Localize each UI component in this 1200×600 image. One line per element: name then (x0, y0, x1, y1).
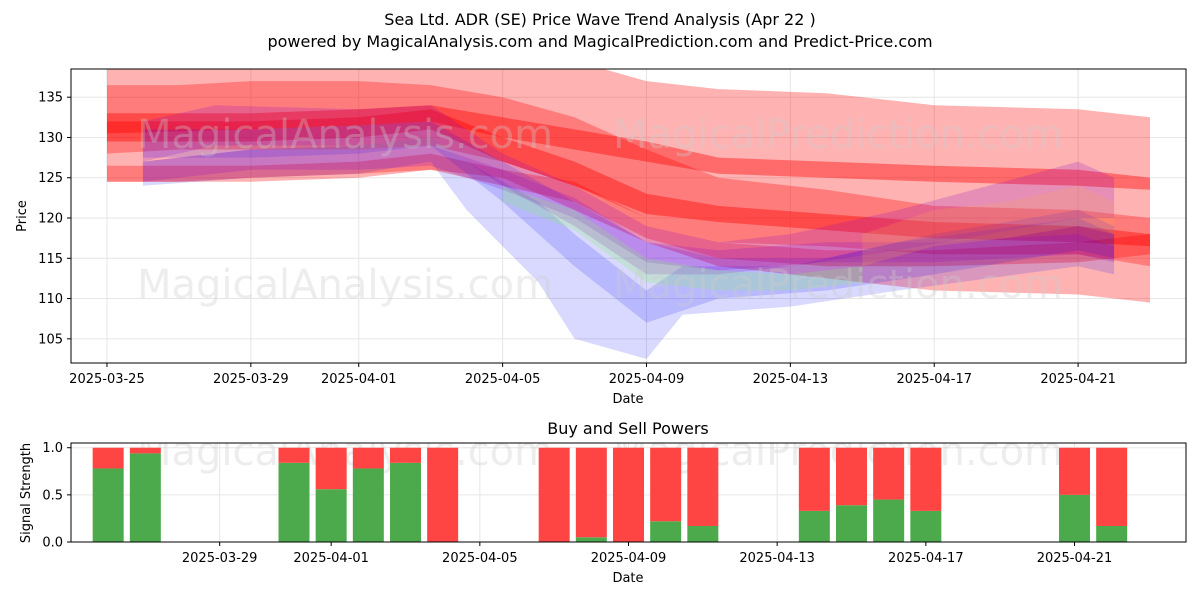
buy-bar (798, 510, 830, 542)
sell-bar (1096, 447, 1128, 526)
watermark-text: MagicalPrediction.com (613, 112, 1063, 158)
price-axes-frame (70, 68, 1187, 364)
price-y-tick-label: 120 (38, 212, 63, 227)
buy-bar (92, 468, 124, 542)
sell-bar (873, 447, 905, 500)
sell-bar (650, 447, 682, 522)
price-y-ticks: 105 110 115 120 125 130 135 (38, 91, 71, 347)
signal-y-tick-label: 0.5 (42, 488, 63, 503)
sell-bar (129, 447, 161, 454)
price-watermarks: MagicalAnalysis.com MagicalPrediction.com… (137, 112, 1063, 308)
buy-bar (910, 510, 942, 542)
price-x-tick-label: 2025-04-21 (1040, 372, 1116, 387)
sell-bar (92, 447, 124, 469)
trend-band-4 (107, 153, 1150, 267)
sell-bar (613, 447, 644, 542)
sell-bar (910, 447, 942, 511)
price-x-tick-label: 2025-04-17 (896, 372, 972, 387)
price-y-tick-label: 105 (38, 332, 63, 347)
signal-title: Buy and Sell Powers (547, 419, 709, 438)
price-x-label: Date (612, 392, 643, 407)
sell-bar (798, 447, 830, 511)
price-panel: MagicalAnalysis.com MagicalPrediction.com… (15, 68, 1187, 407)
price-x-tick-label: 2025-04-13 (753, 372, 829, 387)
sell-bar (575, 447, 607, 538)
buy-bar (687, 525, 719, 542)
trend-band-7 (142, 105, 1115, 275)
sell-bar (315, 447, 347, 490)
buy-bar (873, 499, 905, 542)
signal-y-label: Signal Strength (19, 443, 34, 543)
trend-band-5 (142, 137, 1115, 359)
sell-bar (278, 447, 310, 463)
buy-bar (650, 521, 682, 542)
watermark-text: MagicalPrediction.com (613, 262, 1063, 308)
buy-bar (352, 468, 384, 542)
price-x-tick-label: 2025-03-25 (69, 372, 145, 387)
chart-subtitle: powered by MagicalAnalysis.com and Magic… (267, 32, 932, 51)
signal-y-tick-label: 0.0 (42, 536, 63, 551)
chart-title: Sea Ltd. ADR (SE) Price Wave Trend Analy… (384, 10, 815, 29)
signal-y-tick-label: 1.0 (42, 441, 63, 456)
price-y-label: Price (15, 200, 30, 232)
buy-bar (315, 489, 347, 542)
buy-bar (575, 537, 607, 542)
trend-band-8 (142, 145, 1115, 271)
price-x-tick-label: 2025-03-29 (213, 372, 289, 387)
signal-x-tick-label: 2025-03-29 (182, 551, 258, 566)
signal-bars (92, 447, 1128, 542)
price-y-tick-label: 110 (38, 292, 63, 307)
signal-x-ticks: 2025-03-29 2025-04-01 2025-04-05 2025-04-09… (182, 542, 1112, 566)
price-x-tick-label: 2025-04-09 (609, 372, 685, 387)
price-x-ticks: 2025-03-25 2025-03-29 2025-04-01 2025-04-05… (69, 363, 1116, 387)
sell-bar (687, 447, 719, 526)
sell-bar (538, 447, 570, 542)
signal-x-tick-label: 2025-04-01 (293, 551, 369, 566)
trend-band-6 (142, 121, 1115, 323)
price-x-tick-label: 2025-04-01 (321, 372, 397, 387)
price-y-tick-label: 115 (38, 252, 63, 267)
signal-x-tick-label: 2025-04-09 (591, 551, 667, 566)
trend-band-3 (107, 109, 1150, 247)
signal-x-label: Date (612, 571, 643, 586)
buy-bar (836, 505, 867, 542)
sell-bar (352, 447, 384, 469)
sell-bar (427, 447, 459, 542)
price-grid (71, 69, 1186, 363)
trend-band-0 (107, 69, 1150, 303)
sell-bar (1059, 447, 1090, 495)
trend-band-9 (502, 185, 863, 291)
watermark-text: MagicalAnalysis.com (137, 262, 553, 308)
price-x-tick-label: 2025-04-05 (465, 372, 541, 387)
price-y-tick-label: 125 (38, 171, 63, 186)
signal-x-tick-label: 2025-04-17 (888, 551, 964, 566)
price-y-tick-label: 130 (38, 131, 63, 146)
buy-bar (129, 453, 161, 542)
trend-band-1 (107, 81, 1150, 267)
buy-bar (1059, 494, 1090, 542)
signal-y-ticks: 0.0 0.5 1.0 (42, 441, 71, 551)
signal-panel: Buy and Sell Powers MagicalAnalysis.comM… (19, 419, 1187, 586)
sell-bar (836, 447, 867, 506)
signal-x-tick-label: 2025-04-21 (1037, 551, 1113, 566)
price-y-tick-label: 135 (38, 91, 63, 106)
trend-band-2 (107, 105, 1150, 190)
buy-bar (1096, 525, 1128, 542)
price-bands (107, 69, 1150, 359)
sell-bar (390, 447, 421, 463)
watermark-text: MagicalAnalysis.com (137, 112, 553, 158)
trend-band-10 (862, 185, 1115, 267)
buy-bar (390, 462, 421, 542)
signal-x-tick-label: 2025-04-05 (442, 551, 518, 566)
signal-x-tick-label: 2025-04-13 (739, 551, 815, 566)
buy-bar (278, 462, 310, 542)
